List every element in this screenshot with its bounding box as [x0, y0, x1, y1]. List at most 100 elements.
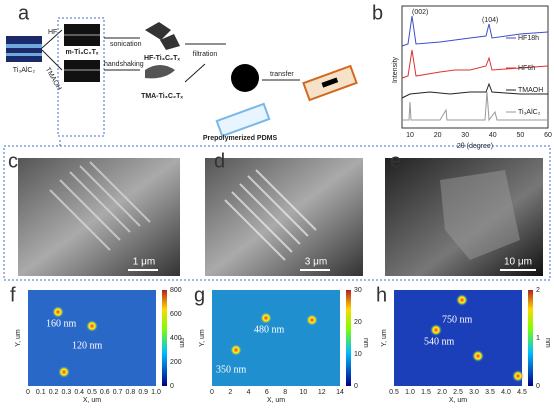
- afm-feature: [58, 366, 70, 378]
- x-tick-label: 0.3: [62, 389, 72, 396]
- colorbar: [528, 290, 533, 386]
- panel-d: d 3 μm: [205, 150, 363, 276]
- x-tick-label: 1.0: [151, 389, 161, 396]
- size-label: 160 nm: [46, 318, 77, 329]
- afm-feature: [456, 294, 468, 306]
- x-tick-label: 8: [283, 389, 287, 396]
- afm-feature: [430, 324, 442, 336]
- x-tick-label: 10: [300, 389, 308, 396]
- panel-a: a Ti₃AlC₂ HF TMAOH m-Ti₃C₂Tₓ sonication …: [6, 2, 358, 142]
- filtration: filtration: [193, 51, 218, 58]
- x-tick-label: 0.7: [113, 389, 123, 396]
- legend-label: HF18h: [518, 35, 539, 42]
- colorbar-tick: 20: [354, 319, 362, 326]
- colorbar-tick: 0: [536, 383, 540, 390]
- afm-feature: [86, 320, 98, 332]
- product: HF-Ti₃C₂Tₓ: [144, 55, 180, 62]
- x-axis-label: X, um: [83, 397, 101, 404]
- colorbar-tick: 400: [170, 335, 182, 342]
- colorbar: [162, 290, 167, 386]
- x-tick-label: 0.6: [100, 389, 110, 396]
- x-tick-label: 10: [406, 132, 414, 139]
- afm-feature: [306, 314, 318, 326]
- x-tick-label: 2: [228, 389, 232, 396]
- size-label: 480 nm: [254, 324, 285, 335]
- panel-label: a: [18, 2, 30, 24]
- x-tick-label: 2.5: [453, 389, 463, 396]
- peak-label: (002): [412, 9, 428, 16]
- panel-e: e 10 μm: [385, 150, 543, 276]
- y-axis-label: Y, um: [199, 329, 206, 347]
- x-tick-label: 40: [489, 132, 497, 139]
- substrate: Prepolymerized PDMS: [203, 135, 278, 142]
- x-tick-label: 6: [265, 389, 269, 396]
- x-tick-label: 4.0: [501, 389, 511, 396]
- x-tick-label: 14: [336, 389, 344, 396]
- legend-label: Ti₃AlC₂: [518, 109, 541, 116]
- sem-box: [3, 145, 551, 281]
- highlight-box: [57, 17, 105, 137]
- panel-label: g: [194, 284, 205, 306]
- panel-label: d: [214, 150, 225, 172]
- x-axis-label: X, um: [449, 397, 467, 404]
- step: handshaking: [104, 61, 144, 68]
- y-axis-label: Y, um: [15, 329, 22, 347]
- panel-label: b: [372, 2, 383, 24]
- scale-bar: 10 μm: [504, 257, 532, 268]
- x-tick-label: 1.0: [405, 389, 415, 396]
- colorbar-tick: 800: [170, 287, 182, 294]
- plot-frame: [401, 5, 549, 129]
- size-label: 120 nm: [72, 340, 103, 351]
- x-tick-label: 0.2: [49, 389, 59, 396]
- afm-feature: [512, 370, 524, 382]
- route: TMAOH: [44, 66, 63, 91]
- intermediate: m-Ti₃C₂Tₓ: [66, 49, 99, 56]
- colorbar-tick: 0: [170, 383, 174, 390]
- transfer: transfer: [270, 71, 294, 78]
- x-tick-label: 0.8: [126, 389, 136, 396]
- panel-label: c: [8, 150, 18, 172]
- x-tick-label: 60: [544, 132, 552, 139]
- scale-bar: 1 μm: [133, 257, 155, 268]
- panel-h: h 540 nm 750 nm 0 1 2 nm 0.5 1.0 1.5 2.0 2.5 3.0 3.5 4…: [376, 284, 551, 404]
- colorbar-tick: 1: [536, 335, 540, 342]
- panel-g: g 480 nm 350 nm 0 10 20 30 nm 0 2 4 6 8 10 12 14 X, um Y,…: [194, 284, 369, 404]
- size-label: 350 nm: [216, 364, 247, 375]
- panel-c: c 1 μm: [8, 150, 180, 276]
- x-tick-label: 3.0: [469, 389, 479, 396]
- legend-label: TMAOH: [518, 87, 543, 94]
- precursor: Ti₃AlC₂: [13, 67, 36, 74]
- scale-bar: 3 μm: [305, 257, 327, 268]
- x-tick-label: 0: [26, 389, 30, 396]
- x-tick-label: 0.4: [74, 389, 84, 396]
- x-tick-label: 0.9: [138, 389, 148, 396]
- panel-label: h: [376, 284, 387, 306]
- y-axis-label: Y, um: [381, 329, 388, 347]
- afm-feature: [52, 306, 64, 318]
- colorbar-tick: 30: [354, 287, 362, 294]
- x-tick-label: 2.0: [437, 389, 447, 396]
- x-tick-label: 20: [434, 132, 442, 139]
- x-tick-label: 1.5: [421, 389, 431, 396]
- afm-feature: [472, 350, 484, 362]
- crystal: [6, 36, 42, 62]
- x-tick-label: 12: [318, 389, 326, 396]
- step: sonication: [110, 41, 142, 48]
- colorbar-unit: nm: [362, 338, 369, 348]
- afm-feature: [260, 312, 272, 324]
- panel-b: b (002) (104) HF18h HF6h TMAOH Ti₃AlC₂ Inte…: [372, 2, 552, 150]
- x-axis-label: X, um: [267, 397, 285, 404]
- colorbar-tick: 10: [354, 351, 362, 358]
- colorbar-tick: 200: [170, 359, 182, 366]
- x-tick-label: 0.1: [36, 389, 46, 396]
- size-label: 750 nm: [442, 314, 473, 325]
- afm-map: [28, 290, 156, 386]
- x-tick-label: 4.5: [517, 389, 527, 396]
- afm-map: [394, 290, 522, 386]
- x-axis-label: 2θ (degree): [457, 143, 493, 150]
- x-tick-label: 0.5: [87, 389, 97, 396]
- product: TMA-Ti₃C₂Tₓ: [141, 93, 183, 100]
- peak-label: (104): [482, 17, 498, 24]
